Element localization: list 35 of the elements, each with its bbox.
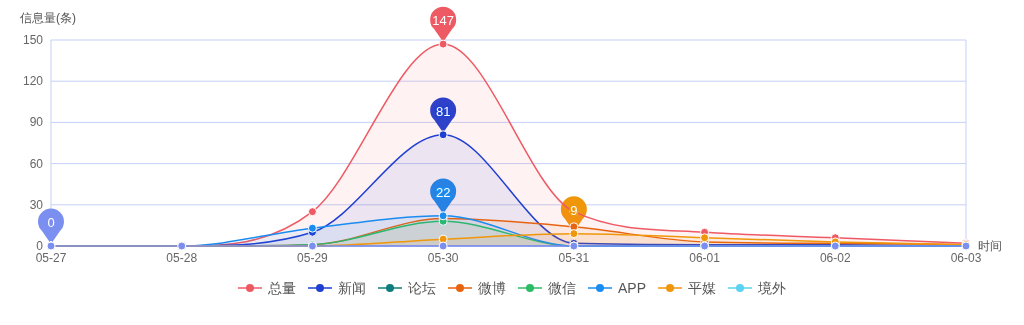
legend-label: 总量 — [266, 280, 296, 296]
point — [438, 241, 448, 251]
legend-label: 平媒 — [688, 280, 717, 296]
annotation: 81 — [435, 103, 451, 119]
y-tick-label: 150 — [22, 33, 44, 47]
x-tick-label: 05-27 — [35, 251, 67, 265]
x-tick-label: 05-30 — [427, 251, 459, 265]
y-tick-label: 60 — [29, 156, 44, 171]
x-tick-label: 06-02 — [819, 251, 851, 265]
y-tick-label: 30 — [29, 197, 44, 212]
legend-label: 微信 — [547, 280, 576, 296]
legend-label: 微博 — [477, 280, 506, 296]
point — [307, 223, 317, 233]
annotation: 147 — [432, 13, 454, 29]
y-tick-label: 0 — [36, 239, 44, 253]
point — [438, 39, 448, 49]
x-tick-label: 06-03 — [950, 251, 982, 265]
legend-label: 境外 — [757, 280, 787, 296]
legend-label: APP — [617, 280, 647, 296]
y-tick-label: 120 — [22, 74, 44, 89]
x-tick-label: 06-01 — [689, 251, 721, 265]
x-tick-label: 05-31 — [558, 251, 590, 265]
annotation: 0 — [47, 215, 55, 230]
y-tick-label: 90 — [29, 115, 44, 130]
point — [438, 130, 448, 140]
legend-label: 新闻 — [337, 280, 366, 296]
y-axis-title: 信息量(条) — [20, 11, 76, 25]
x-tick-label: 05-28 — [166, 251, 198, 265]
point — [307, 207, 317, 217]
x-axis-title: 时间 — [978, 239, 1002, 253]
point — [700, 233, 710, 243]
x-tick-label: 05-29 — [297, 251, 329, 265]
point — [569, 229, 579, 239]
annotation: 22 — [435, 184, 451, 200]
legend-label: 论坛 — [407, 280, 436, 296]
